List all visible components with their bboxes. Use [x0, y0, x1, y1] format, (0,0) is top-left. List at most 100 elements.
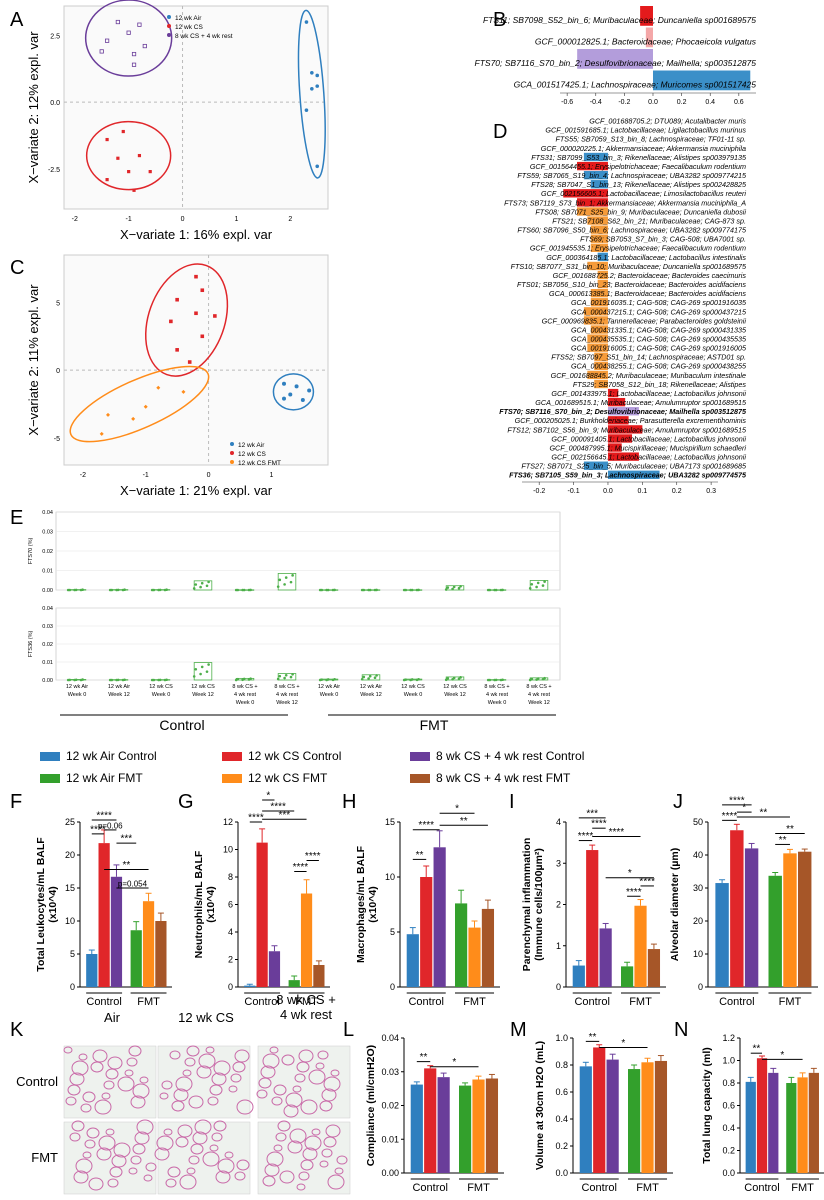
sample-point	[68, 678, 72, 682]
loading-bar	[590, 234, 608, 243]
alveolar-wall	[165, 1178, 177, 1188]
air-point	[304, 108, 309, 112]
loading-bar	[590, 298, 608, 307]
fmt-point	[99, 431, 104, 436]
y-tick-label: 1.0	[722, 1056, 735, 1066]
alveolar-wall	[209, 1144, 219, 1152]
fmt-point	[156, 385, 161, 390]
loading-label: FTS73; SB7119_S73_bin_1; Akkermansiaceae…	[504, 198, 746, 207]
group-bar	[647, 949, 661, 987]
sample-point	[459, 676, 462, 679]
histology-image	[257, 1045, 351, 1119]
y-tick-label: 0.4	[722, 1123, 735, 1133]
loading-label: GCF_000091405.1; Lactobacillaceae; Lacto…	[551, 434, 746, 443]
legend-entry: 8 wk CS + 4 wk rest	[175, 33, 233, 40]
alveolar-wall	[298, 1171, 310, 1181]
cs-point	[175, 348, 179, 352]
group-bar	[481, 908, 495, 987]
legend-entry: 12 wk CS	[238, 451, 266, 458]
sample-point	[276, 677, 280, 681]
y-axis-label: FTS70 (%)	[28, 538, 34, 565]
group-bar	[472, 1079, 485, 1173]
panel-label-k: K	[10, 1019, 24, 1041]
air-point	[310, 70, 314, 75]
y-tick-label: 1.2	[722, 1033, 735, 1043]
sample-point	[194, 583, 198, 586]
group-label: FMT	[420, 717, 449, 733]
group-bar	[634, 905, 647, 987]
group-bar	[641, 1062, 654, 1173]
cs-point	[169, 319, 173, 324]
legend-entry: 8 wk CS + 4 wk rest Control	[436, 749, 584, 763]
loading-bar	[607, 388, 619, 398]
sample-point	[333, 677, 336, 681]
loading-bar	[563, 189, 608, 198]
loading-label: GCF_000012825.1; Bacteroidaceae; Phocaei…	[535, 36, 757, 46]
alveolar-wall	[302, 1147, 318, 1161]
y-axis-label: FTS36 (%)	[28, 631, 34, 658]
alveolar-wall	[258, 1077, 272, 1089]
group-bar	[300, 893, 313, 987]
column-header: 8 wk CS +	[276, 992, 336, 1007]
category-label: Week 12	[360, 692, 382, 698]
y-axis-label: Macrophages/mL BALF	[355, 845, 367, 963]
row-header: FMT	[31, 1150, 58, 1165]
rest-ellipse	[84, 0, 173, 77]
significance-label: ****	[418, 820, 434, 831]
legend-swatch	[410, 774, 430, 783]
sample-point	[283, 583, 286, 586]
y-axis-label: (x10^4)	[367, 886, 379, 922]
rest-point	[99, 49, 104, 54]
air-point	[307, 388, 312, 393]
panel-l-compliance: 0.000.010.020.030.04** *Control FMTComplia…	[365, 1033, 504, 1194]
loading-bar	[587, 334, 608, 343]
sample-point	[158, 678, 162, 682]
sample-point	[444, 588, 448, 591]
alveolar-wall	[98, 1135, 116, 1151]
alveolar-wall	[300, 1159, 314, 1171]
significance-label: *	[452, 1057, 456, 1068]
legend-entry: 12 wk Air Control	[66, 749, 157, 763]
alveolar-wall	[296, 1061, 310, 1073]
loading-bar	[577, 161, 608, 171]
alveolar-wall	[217, 1158, 235, 1174]
alveolar-wall	[169, 1050, 181, 1060]
sample-point	[326, 588, 330, 592]
air-point	[310, 87, 314, 91]
sample-point	[284, 673, 288, 677]
alveolar-wall	[292, 1085, 302, 1093]
loading-bar	[607, 434, 633, 443]
significance-label: *	[266, 791, 270, 802]
y-tick-label: 2	[228, 955, 233, 965]
sample-point	[284, 576, 288, 579]
y-tick-label: 0.00	[381, 1168, 399, 1178]
category-label: 8 wk CS +	[232, 684, 257, 690]
alveolar-wall	[182, 1069, 192, 1077]
group-bar	[256, 842, 268, 987]
alveolar-wall	[198, 1053, 216, 1069]
loading-bar	[590, 325, 608, 334]
group-bar	[654, 1060, 668, 1173]
panel-b-loadings: FTS11; SB7098_S52_bin_6; Muribaculaceae;…	[475, 6, 757, 106]
alveolar-wall	[186, 1167, 196, 1175]
alveolar-wall	[186, 1045, 200, 1057]
legend-entry: 12 wk CS FMT	[238, 460, 281, 467]
loading-label: GCF_002156645.1; Lactobacillaceae; Lacto…	[551, 453, 746, 462]
loading-label: FTS21; SB7108_S62_bin_21; Muribaculaceae…	[552, 216, 746, 225]
group-bar	[621, 966, 634, 987]
cs-point	[105, 178, 109, 182]
alveolar-wall	[236, 1159, 250, 1171]
alveolar-wall	[211, 1132, 223, 1142]
alveolar-wall	[188, 1095, 204, 1109]
sample-point	[276, 585, 280, 588]
cs-point	[175, 297, 179, 302]
y-tick-label: 0.4	[555, 1114, 568, 1124]
sample-point	[283, 676, 286, 680]
loading-bar	[590, 289, 608, 298]
sample-point	[207, 663, 210, 666]
significance-label: **	[752, 1044, 760, 1055]
significance-label: ****	[248, 813, 264, 824]
loading-label: FTS60; SB7096_S50_bin_6; Lachnospiraceae…	[517, 226, 747, 235]
